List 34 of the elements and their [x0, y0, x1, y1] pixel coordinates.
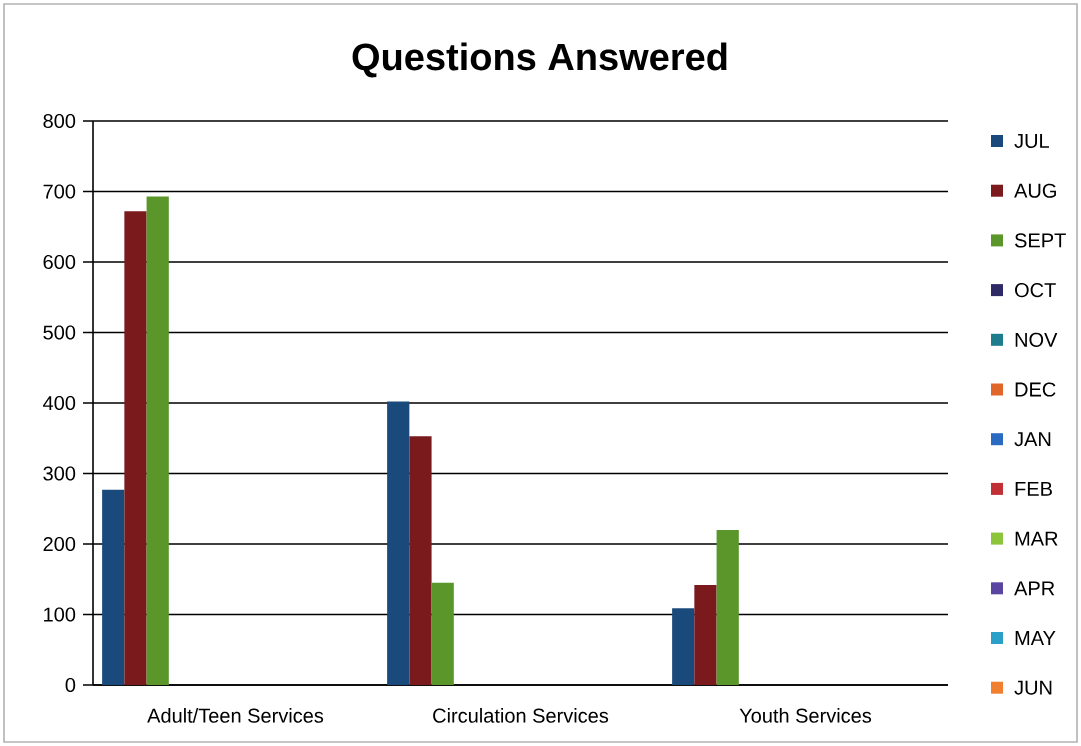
legend-label: MAR [1015, 531, 1058, 546]
legend-label: JUL [1014, 134, 1049, 148]
legend-label: FEB [1015, 482, 1052, 496]
bar [672, 608, 695, 686]
chart-title: Questions Answered [352, 42, 727, 78]
bar [431, 582, 454, 686]
legend-label: MAY [1015, 631, 1056, 645]
legend-label: APR [1014, 581, 1055, 596]
y-tick-label: 800 [43, 113, 76, 129]
x-tick-label: Youth Services [739, 708, 872, 723]
y-tick-label: 300 [43, 466, 76, 481]
x-tick-label: Adult/Teen Services [147, 708, 324, 723]
y-tick-label: 500 [43, 325, 76, 340]
legend-label: OCT [1015, 283, 1056, 298]
y-tick-label: 200 [43, 536, 76, 552]
bar [102, 489, 125, 686]
y-tick-label: 700 [43, 184, 76, 199]
bar [716, 529, 739, 686]
legend-label: JUN [1014, 680, 1052, 695]
bar [387, 401, 410, 686]
bar [124, 211, 147, 686]
legend-label: SEPT [1014, 233, 1066, 248]
bar [409, 436, 432, 686]
legend-label: DEC [1015, 382, 1056, 397]
y-tick-label: 100 [44, 607, 76, 622]
bar [694, 584, 717, 686]
legend-label: NOV [1015, 332, 1058, 347]
y-tick-label: 600 [43, 254, 76, 270]
y-tick-label: 400 [43, 395, 76, 411]
legend-label: JAN [1014, 432, 1051, 447]
bar [146, 196, 169, 686]
legend-label: AUG [1014, 183, 1056, 198]
y-tick-label: 0 [65, 677, 76, 693]
x-tick-label: Circulation Services [433, 708, 609, 723]
